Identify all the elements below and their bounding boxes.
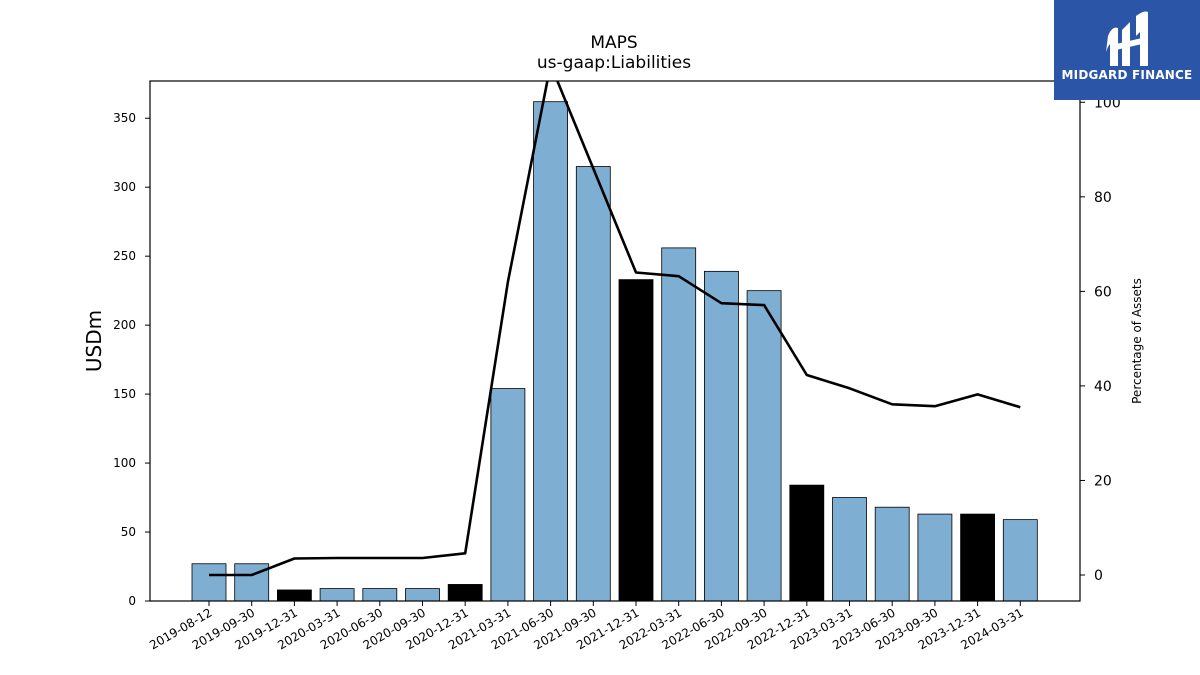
bar bbox=[362, 588, 398, 602]
bar bbox=[191, 563, 227, 602]
bar bbox=[1002, 519, 1038, 602]
bar bbox=[276, 589, 312, 602]
y2-tick-label: 20 bbox=[1094, 473, 1112, 489]
y-tick-label: 350 bbox=[113, 111, 136, 125]
bar bbox=[789, 484, 825, 602]
bar bbox=[832, 497, 867, 602]
y-tick-label: 250 bbox=[113, 249, 136, 263]
y2-axis-label: Percentage of Assets bbox=[1130, 278, 1144, 404]
bar bbox=[490, 388, 526, 602]
y-tick-label: 100 bbox=[113, 456, 136, 470]
plot-frame bbox=[149, 80, 1081, 602]
y-tick-label: 0 bbox=[128, 594, 136, 608]
bar bbox=[917, 513, 953, 602]
logo-mark-icon bbox=[1106, 11, 1148, 66]
midgard-finance-logo: MIDGARD FINANCE bbox=[1054, 0, 1200, 100]
bar bbox=[447, 584, 483, 602]
bar bbox=[319, 588, 355, 602]
line-layer bbox=[209, 81, 1021, 577]
bar bbox=[405, 588, 440, 602]
logo-text: MIDGARD FINANCE bbox=[1061, 68, 1193, 82]
chart-title: MAPS bbox=[590, 33, 637, 53]
y-tick-label: 50 bbox=[121, 525, 136, 539]
y2-tick-label: 40 bbox=[1094, 379, 1112, 395]
bar bbox=[575, 166, 611, 602]
bar bbox=[704, 270, 739, 602]
y-axis-label: USDm bbox=[82, 310, 106, 372]
bar bbox=[533, 101, 568, 602]
bar bbox=[960, 513, 995, 602]
y2-tick-label: 0 bbox=[1094, 568, 1103, 584]
bar bbox=[661, 247, 697, 602]
y-tick-label: 150 bbox=[113, 387, 136, 401]
bar bbox=[874, 506, 910, 602]
bar bbox=[746, 290, 782, 602]
percentage-line bbox=[209, 81, 1021, 577]
y2-tick-label: 80 bbox=[1094, 190, 1112, 206]
chart-subtitle: us-gaap:Liabilities bbox=[537, 53, 691, 73]
bar bbox=[618, 279, 654, 602]
y-tick-label: 200 bbox=[113, 318, 136, 332]
bars-group bbox=[191, 101, 1038, 602]
y2-tick-label: 60 bbox=[1094, 284, 1112, 300]
y-tick-label: 300 bbox=[113, 180, 136, 194]
